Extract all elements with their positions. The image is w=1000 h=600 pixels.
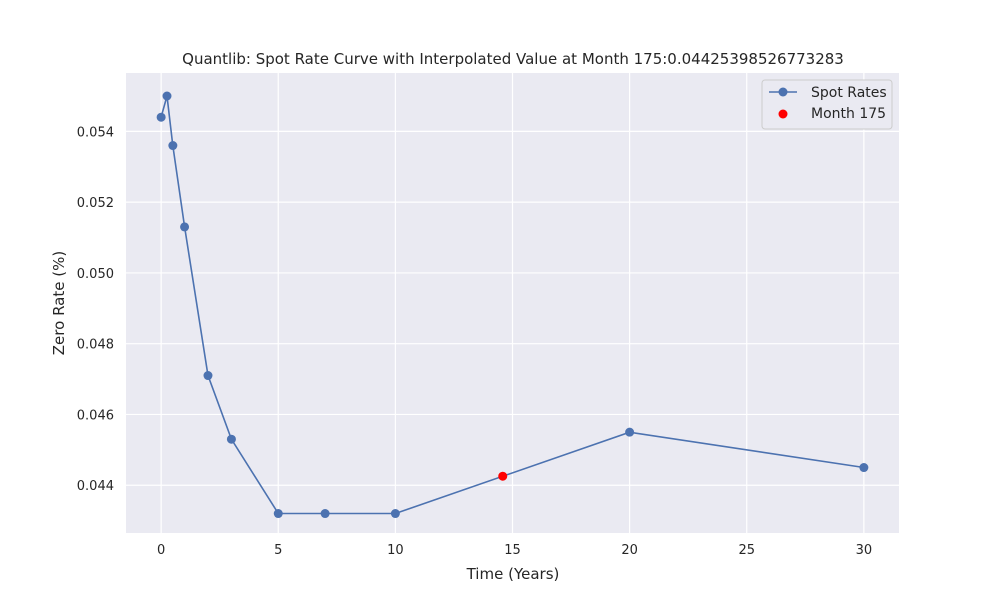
y-tick-label: 0.050 xyxy=(77,267,114,282)
data-point xyxy=(203,371,213,381)
data-point xyxy=(226,434,236,444)
data-point xyxy=(168,141,178,151)
y-tick-label: 0.054 xyxy=(77,125,114,140)
x-tick-label: 5 xyxy=(274,543,282,558)
x-tick-label: 25 xyxy=(738,543,755,558)
x-tick-label: 30 xyxy=(856,543,873,558)
y-tick-label: 0.048 xyxy=(77,338,114,353)
legend-label-month-175: Month 175 xyxy=(811,106,886,122)
data-point xyxy=(156,112,166,122)
data-point xyxy=(625,427,635,437)
series-layer xyxy=(156,91,869,519)
x-axis-ticks: 0 5 10 15 20 25 30 xyxy=(157,543,872,558)
month-175-point xyxy=(498,471,508,481)
y-axis-ticks: 0.044 0.046 0.048 0.050 0.052 0.054 xyxy=(77,125,114,494)
data-point xyxy=(390,509,400,519)
data-point xyxy=(273,509,283,519)
x-tick-label: 0 xyxy=(157,543,165,558)
x-tick-label: 15 xyxy=(504,543,521,558)
x-tick-label: 20 xyxy=(621,543,638,558)
legend-marker-spot-rates xyxy=(778,87,788,97)
legend-marker-month-175 xyxy=(778,109,788,119)
chart-title: Quantlib: Spot Rate Curve with Interpola… xyxy=(182,50,844,68)
data-point xyxy=(320,509,330,519)
data-point xyxy=(162,91,172,101)
legend-label-spot-rates: Spot Rates xyxy=(811,85,887,101)
y-axis-label: Zero Rate (%) xyxy=(50,251,68,355)
data-point xyxy=(859,463,869,473)
y-tick-label: 0.052 xyxy=(77,196,114,211)
x-axis-label: Time (Years) xyxy=(466,565,560,583)
y-tick-label: 0.046 xyxy=(77,408,114,423)
grid-lines xyxy=(126,73,899,533)
y-tick-label: 0.044 xyxy=(77,479,114,494)
x-tick-label: 10 xyxy=(387,543,404,558)
data-point xyxy=(180,222,190,232)
legend: Spot Rates Month 175 xyxy=(761,79,893,130)
